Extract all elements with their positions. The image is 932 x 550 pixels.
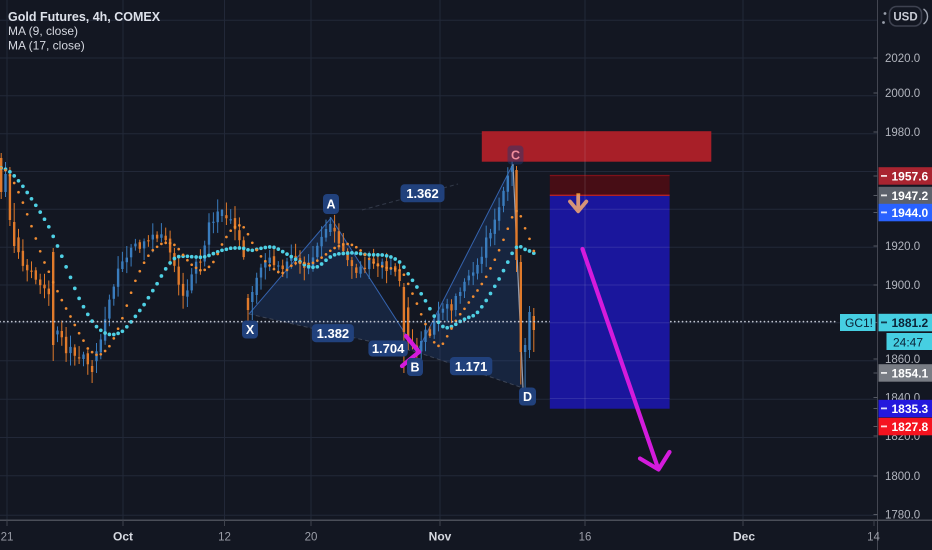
- svg-text:14: 14: [867, 532, 880, 544]
- svg-text:1860.0: 1860.0: [885, 354, 920, 366]
- svg-text:1835.3: 1835.3: [892, 402, 929, 416]
- svg-text:Nov: Nov: [429, 530, 452, 544]
- svg-text:B: B: [410, 361, 419, 375]
- svg-text:16: 16: [579, 532, 592, 544]
- svg-text:MA (9, close): MA (9, close): [8, 24, 78, 38]
- svg-text:1980.0: 1980.0: [885, 127, 920, 139]
- svg-text:D: D: [523, 390, 532, 404]
- svg-text:1.362: 1.362: [406, 186, 439, 201]
- svg-text:1.171: 1.171: [455, 359, 488, 374]
- svg-text:X: X: [246, 323, 255, 337]
- svg-text:Oct: Oct: [113, 530, 133, 544]
- svg-text:Dec: Dec: [733, 530, 755, 544]
- svg-text:1800.0: 1800.0: [885, 471, 920, 483]
- svg-text:1854.1: 1854.1: [892, 366, 929, 380]
- svg-text:24:47: 24:47: [893, 335, 923, 349]
- svg-text:12: 12: [218, 532, 231, 544]
- svg-text:21: 21: [1, 532, 14, 544]
- svg-text:1947.2: 1947.2: [892, 189, 929, 203]
- svg-text:1.704: 1.704: [372, 341, 405, 356]
- svg-text:1827.8: 1827.8: [892, 420, 929, 434]
- svg-text:A: A: [326, 198, 335, 212]
- svg-text:2000.0: 2000.0: [885, 88, 920, 100]
- svg-text:GC1!: GC1!: [845, 316, 873, 330]
- svg-text:1900.0: 1900.0: [885, 280, 920, 292]
- svg-text:MA (17, close): MA (17, close): [8, 39, 85, 53]
- svg-text:1920.0: 1920.0: [885, 241, 920, 253]
- svg-text:2020.0: 2020.0: [885, 53, 920, 65]
- svg-text:1957.6: 1957.6: [892, 169, 929, 183]
- svg-text:1.382: 1.382: [317, 326, 350, 341]
- svg-text:1780.0: 1780.0: [885, 510, 920, 522]
- svg-text:C: C: [511, 149, 520, 163]
- svg-text:1881.2: 1881.2: [892, 316, 929, 330]
- svg-text:20: 20: [305, 532, 318, 544]
- svg-text:USD: USD: [893, 12, 917, 24]
- svg-text:1944.0: 1944.0: [892, 206, 929, 220]
- svg-text:Gold Futures, 4h, COMEX: Gold Futures, 4h, COMEX: [8, 10, 161, 24]
